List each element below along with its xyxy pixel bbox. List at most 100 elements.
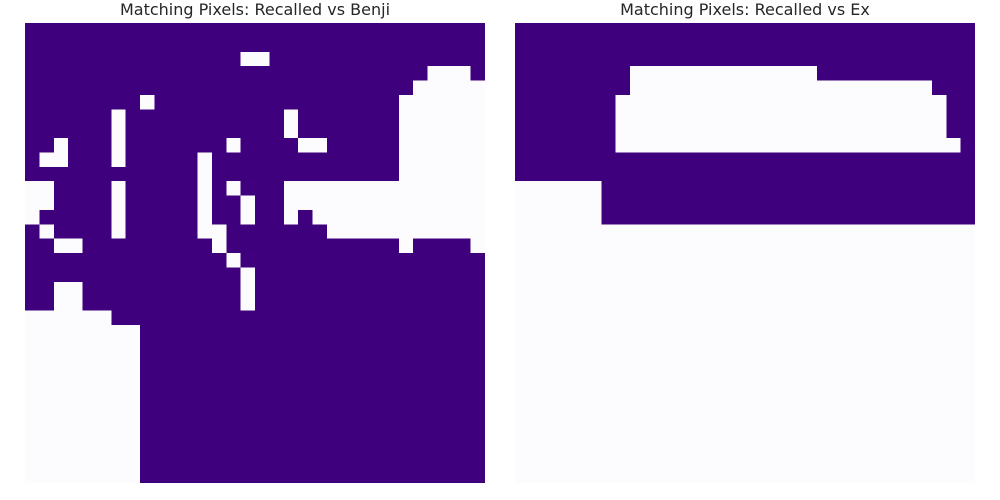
cell-match [816, 23, 832, 38]
cell-match [456, 238, 472, 254]
cell-match [903, 166, 918, 182]
cell-mismatch [125, 382, 141, 398]
cell-match [355, 411, 371, 426]
cell-match [413, 411, 428, 426]
cell-mismatch [701, 109, 717, 125]
cell-mismatch [831, 339, 847, 355]
cell-match [745, 195, 760, 211]
cell-match [802, 195, 818, 211]
cell-match [183, 296, 198, 311]
cell-match [470, 339, 485, 355]
cell-match [730, 51, 746, 67]
cell-mismatch [125, 468, 141, 483]
cell-match [168, 339, 184, 355]
cell-match [183, 152, 198, 168]
cell-match [441, 368, 457, 383]
cell-match [515, 23, 530, 38]
cell-match [197, 382, 213, 398]
cell-match [644, 166, 660, 182]
cell-mismatch [658, 238, 674, 254]
cell-mismatch [759, 439, 775, 455]
cell-mismatch [773, 281, 789, 297]
cell-mismatch [586, 411, 602, 426]
cell-mismatch [716, 253, 732, 268]
cell-match [558, 66, 573, 81]
cell-match [39, 138, 55, 153]
cell-mismatch [658, 353, 674, 369]
cell-mismatch [888, 411, 904, 426]
cell-match [427, 368, 443, 383]
cell-mismatch [515, 339, 530, 355]
cell-mismatch [96, 468, 112, 483]
cell-match [197, 324, 213, 340]
cell-match [384, 296, 400, 311]
cell-match [82, 281, 98, 297]
cell-match [845, 37, 861, 53]
cell-match [543, 37, 559, 53]
cell-match [255, 94, 270, 110]
cell-match [427, 396, 443, 412]
cell-match [427, 468, 443, 483]
cell-mismatch [413, 94, 428, 110]
cell-match [39, 123, 55, 139]
cell-mismatch [586, 181, 602, 196]
cell-match [384, 281, 400, 297]
cell-match [398, 51, 414, 67]
cell-match [82, 209, 98, 225]
cell-match [831, 66, 847, 81]
cell-match [283, 166, 299, 182]
cell-mismatch [716, 138, 732, 153]
cell-match [355, 382, 371, 398]
heatmap-grid [25, 23, 485, 483]
cell-mismatch [572, 382, 588, 398]
cell-mismatch [615, 267, 631, 283]
cell-match [759, 181, 775, 196]
cell-match [53, 195, 69, 211]
cell-mismatch [745, 138, 760, 153]
cell-mismatch [745, 80, 760, 96]
cell-mismatch [601, 425, 617, 441]
cell-match [283, 396, 299, 412]
cell-mismatch [39, 468, 55, 483]
cell-match [68, 181, 83, 196]
cell-match [140, 123, 155, 139]
cell-mismatch [788, 324, 803, 340]
cell-mismatch [903, 109, 918, 125]
cell-match [255, 324, 270, 340]
cell-match [125, 238, 141, 254]
cell-mismatch [384, 181, 400, 196]
cell-mismatch [903, 296, 918, 311]
cell-match [53, 66, 69, 81]
cell-mismatch [773, 66, 789, 81]
cell-match [615, 66, 631, 81]
cell-mismatch [917, 138, 933, 153]
cell-mismatch [572, 253, 588, 268]
cell-match [802, 166, 818, 182]
cell-match [341, 368, 357, 383]
cell-match [168, 368, 184, 383]
cell-mismatch [888, 454, 904, 470]
cell-match [874, 66, 890, 81]
cell-mismatch [543, 253, 559, 268]
cell-mismatch [960, 281, 975, 297]
cell-mismatch [931, 353, 947, 369]
cell-mismatch [572, 411, 588, 426]
cell-match [326, 152, 342, 168]
cell-match [154, 181, 170, 196]
cell-match [946, 152, 962, 168]
cell-match [140, 109, 155, 125]
cell-match [788, 209, 803, 225]
cell-mismatch [673, 138, 688, 153]
cell-mismatch [615, 368, 631, 383]
cell-match [298, 353, 313, 369]
cell-mismatch [658, 66, 674, 81]
cell-match [197, 23, 213, 38]
cell-mismatch [788, 339, 803, 355]
cell-match [888, 181, 904, 196]
cell-mismatch [601, 339, 617, 355]
cell-mismatch [903, 396, 918, 412]
cell-mismatch [96, 454, 112, 470]
cell-mismatch [716, 109, 732, 125]
cell-match [255, 23, 270, 38]
cell-mismatch [558, 353, 573, 369]
